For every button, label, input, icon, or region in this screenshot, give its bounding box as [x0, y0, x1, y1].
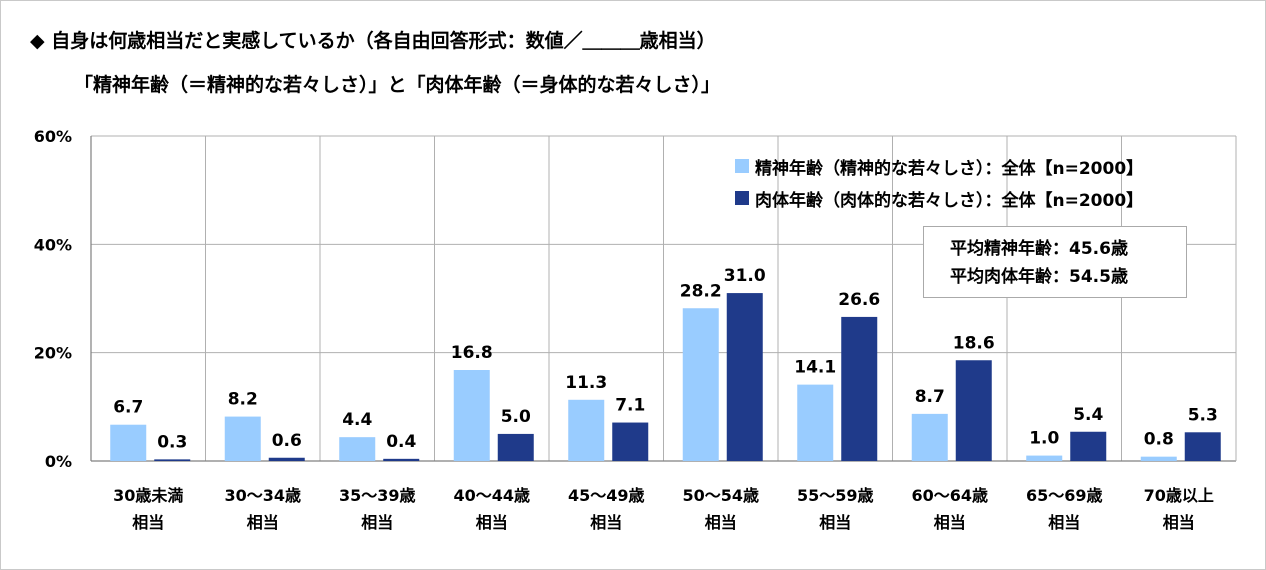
bar-physical [1184, 432, 1221, 461]
data-label-physical: 5.3 [1188, 405, 1218, 425]
bar-physical [154, 459, 191, 461]
legend-item-mental: 精神年齢（精神的な若々しさ）：全体【n=2000】 [735, 150, 1143, 182]
bar-physical [268, 457, 305, 461]
bar-mental [1026, 455, 1063, 461]
x-category-label: 相当 [361, 513, 393, 532]
data-label-mental: 8.2 [228, 390, 258, 410]
x-category-label: 40～44歳 [453, 486, 530, 505]
chart-subtitle: 「精神年齢（＝精神的な若々しさ）」と「肉体年齢（＝身体的な若々しさ）」 [74, 74, 721, 96]
y-tick-label: 60% [34, 127, 72, 146]
bar-mental [110, 424, 147, 461]
bar-mental [1140, 456, 1177, 461]
x-category-label: 60～64歳 [911, 486, 988, 505]
data-label-physical: 5.4 [1073, 405, 1103, 425]
chart-title: ◆ 自身は何歳相当だと実感しているか（各自由回答形式：数値／＿＿＿歳相当） [30, 30, 716, 52]
bar-mental [911, 413, 948, 461]
bar-physical [955, 360, 992, 461]
legend-item-physical: 肉体年齢（肉体的な若々しさ）：全体【n=2000】 [735, 182, 1143, 214]
x-category-label: 55～59歳 [797, 486, 874, 505]
average-physical: 平均肉体年齢：54.5歳 [950, 267, 1128, 287]
bar-mental [224, 416, 261, 461]
bar-physical [612, 422, 649, 461]
x-category-label: 70歳以上 [1144, 486, 1214, 505]
x-category-label: 相当 [1048, 513, 1080, 532]
data-label-mental: 16.8 [451, 343, 493, 363]
x-category-label: 65～69歳 [1026, 486, 1103, 505]
data-label-mental: 0.8 [1144, 430, 1174, 450]
x-category-label: 相当 [934, 513, 966, 532]
data-label-physical: 5.0 [501, 407, 531, 427]
data-label-mental: 14.1 [794, 358, 836, 378]
legend-label-mental: 精神年齢（精神的な若々しさ）：全体【n=2000】 [755, 158, 1144, 179]
bar-mental [797, 384, 834, 461]
bar-physical [383, 458, 420, 461]
x-category-label: 50～54歳 [682, 486, 759, 505]
data-label-mental: 6.7 [113, 398, 143, 418]
legend-swatch-physical [735, 191, 749, 205]
bar-physical [726, 293, 763, 461]
x-category-label: 30歳未満 [113, 486, 183, 505]
data-label-mental: 1.0 [1029, 429, 1059, 449]
bar-physical [497, 433, 534, 461]
average-mental: 平均精神年齢：45.6歳 [950, 239, 1128, 259]
y-tick-label: 20% [34, 344, 72, 363]
bar-mental [453, 370, 490, 461]
legend: 精神年齢（精神的な若々しさ）：全体【n=2000】 肉体年齢（肉体的な若々しさ）… [735, 150, 1143, 214]
data-label-physical: 0.3 [157, 432, 187, 452]
data-label-physical: 26.6 [838, 290, 880, 310]
x-category-label: 35～39歳 [339, 486, 416, 505]
x-category-label: 相当 [132, 513, 164, 532]
data-label-mental: 11.3 [565, 373, 607, 393]
x-category-label: 相当 [705, 513, 737, 532]
x-category-label: 相当 [476, 513, 508, 532]
bar-physical [1070, 431, 1107, 461]
data-label-physical: 7.1 [615, 396, 645, 416]
y-tick-label: 40% [34, 235, 72, 254]
data-label-mental: 8.7 [915, 387, 945, 407]
bar-mental [339, 437, 376, 461]
data-label-physical: 0.4 [386, 432, 416, 452]
legend-label-physical: 肉体年齢（肉体的な若々しさ）：全体【n=2000】 [755, 190, 1144, 211]
bar-mental [568, 399, 605, 461]
data-label-physical: 0.6 [272, 431, 302, 451]
data-label-physical: 31.0 [724, 266, 766, 286]
bar-mental [682, 308, 719, 461]
legend-swatch-mental [735, 159, 749, 173]
y-tick-label: 0% [45, 452, 72, 471]
x-category-label: 45～49歳 [568, 486, 645, 505]
x-category-label: 相当 [247, 513, 279, 532]
x-category-label: 相当 [1163, 513, 1195, 532]
data-label-mental: 28.2 [680, 281, 722, 301]
averages-box: 平均精神年齢：45.6歳 平均肉体年齢：54.5歳 [923, 226, 1187, 298]
bar-physical [841, 316, 878, 461]
x-category-label: 相当 [590, 513, 622, 532]
data-label-physical: 18.6 [953, 333, 995, 353]
data-label-mental: 4.4 [342, 410, 372, 430]
x-category-label: 30～34歳 [224, 486, 301, 505]
x-category-label: 相当 [819, 513, 851, 532]
